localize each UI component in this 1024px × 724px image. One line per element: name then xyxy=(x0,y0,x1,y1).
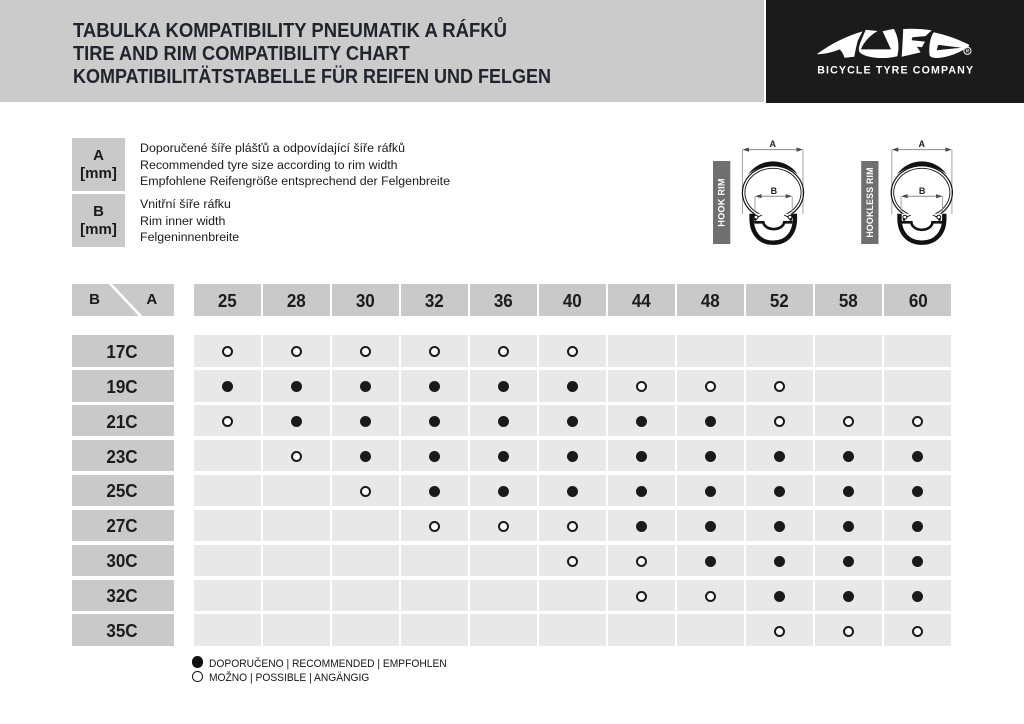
svg-text:B: B xyxy=(771,186,778,196)
svg-text:HOOK RIM: HOOK RIM xyxy=(717,178,727,227)
svg-text:A: A xyxy=(769,139,776,149)
svg-text:HOOKLESS RIM: HOOKLESS RIM xyxy=(865,167,875,237)
svg-text:BICYCLE TYRE COMPANY: BICYCLE TYRE COMPANY xyxy=(817,65,974,77)
svg-text:A: A xyxy=(919,139,926,149)
svg-text:B: B xyxy=(919,186,926,196)
